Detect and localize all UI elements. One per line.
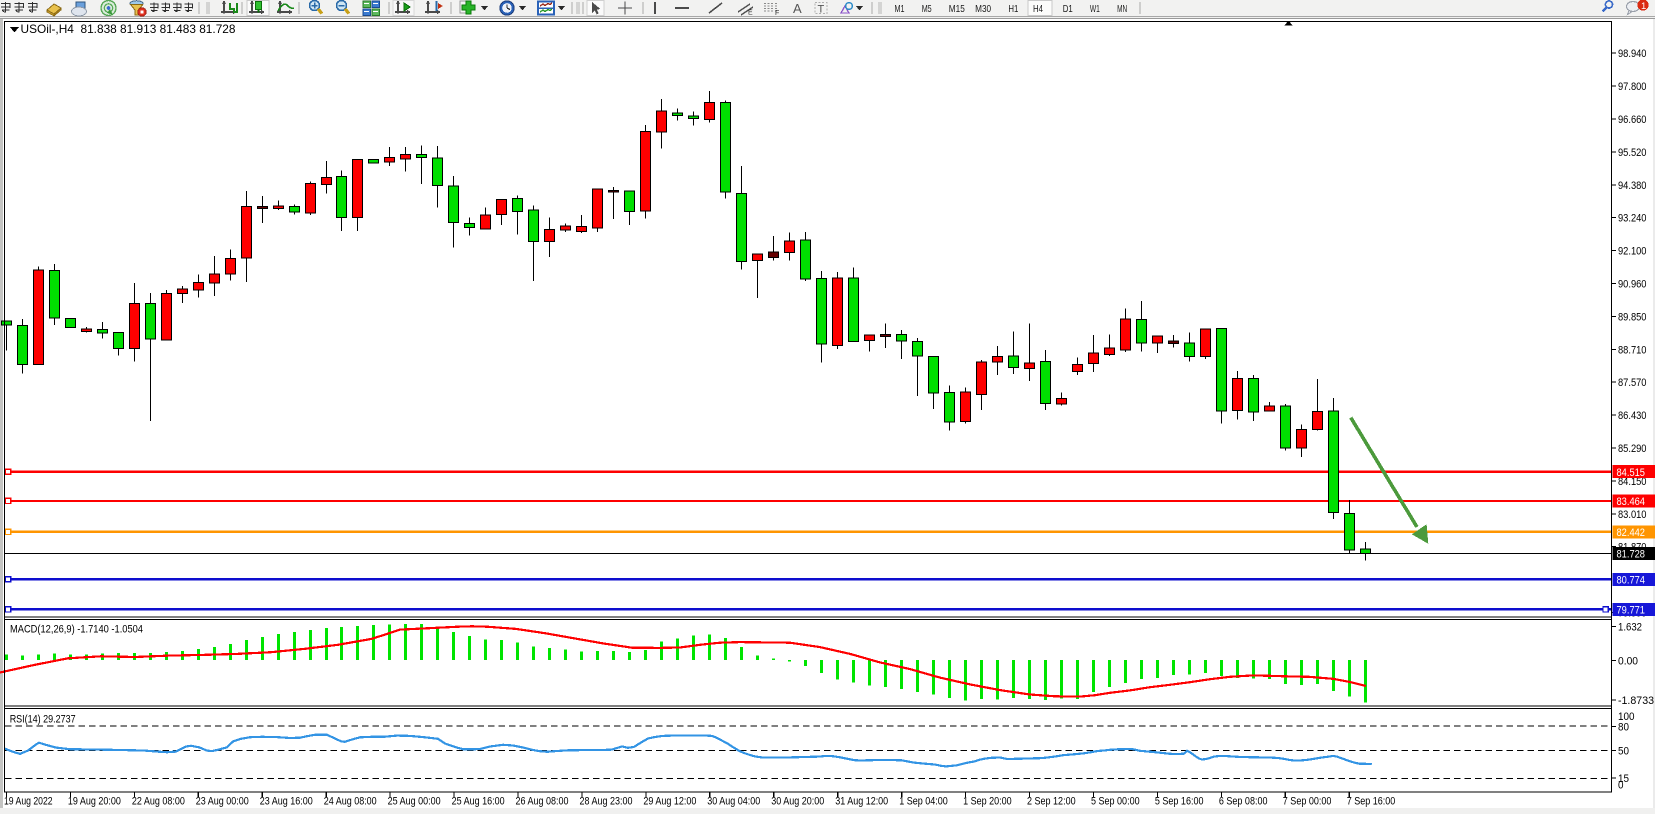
svg-text:M5: M5 — [922, 3, 932, 15]
svg-text:100: 100 — [1618, 711, 1635, 723]
svg-text:1: 1 — [1641, 1, 1646, 12]
svg-text:MN: MN — [1117, 3, 1127, 15]
svg-text:82.442: 82.442 — [1617, 527, 1646, 539]
svg-text:19 Aug 2022: 19 Aug 2022 — [4, 796, 53, 808]
svg-text:30 Aug 20:00: 30 Aug 20:00 — [771, 796, 824, 808]
svg-text:89.850: 89.850 — [1618, 311, 1647, 323]
svg-text:30 Aug 04:00: 30 Aug 04:00 — [707, 796, 760, 808]
svg-text:88.710: 88.710 — [1618, 344, 1647, 356]
svg-text:92.100: 92.100 — [1618, 246, 1647, 258]
svg-text:23 Aug 16:00: 23 Aug 16:00 — [260, 796, 313, 808]
svg-text:5 Sep 00:00: 5 Sep 00:00 — [1091, 796, 1140, 808]
svg-text:6 Sep 08:00: 6 Sep 08:00 — [1219, 796, 1268, 808]
svg-text:-1.8733: -1.8733 — [1618, 695, 1654, 707]
svg-text:1 Sep 20:00: 1 Sep 20:00 — [963, 796, 1012, 808]
svg-text:E: E — [748, 10, 753, 17]
svg-text:H4: H4 — [1033, 3, 1043, 15]
svg-text:79.771: 79.771 — [1617, 605, 1646, 617]
svg-text:87.570: 87.570 — [1618, 377, 1647, 389]
svg-text:A: A — [793, 1, 802, 16]
svg-text:80.774: 80.774 — [1617, 575, 1646, 587]
svg-text:H1: H1 — [1008, 3, 1018, 15]
svg-text:F: F — [775, 10, 779, 17]
svg-text:M15: M15 — [949, 3, 965, 15]
svg-text:1.632: 1.632 — [1618, 622, 1642, 634]
svg-text:7 Sep 00:00: 7 Sep 00:00 — [1283, 796, 1332, 808]
svg-text:85.290: 85.290 — [1618, 443, 1647, 455]
svg-text:USOil-,H4 81.838 81.913 81.48: USOil-,H4 81.838 81.913 81.483 81.728 — [21, 22, 236, 36]
svg-text:0.00: 0.00 — [1618, 656, 1638, 668]
svg-text:M30: M30 — [975, 3, 991, 15]
svg-text:23 Aug 00:00: 23 Aug 00:00 — [196, 796, 249, 808]
svg-text:84.150: 84.150 — [1618, 476, 1647, 488]
svg-text:97.800: 97.800 — [1618, 81, 1647, 93]
svg-text:28 Aug 23:00: 28 Aug 23:00 — [580, 796, 633, 808]
svg-text:93.240: 93.240 — [1618, 213, 1647, 225]
svg-text:5 Sep 16:00: 5 Sep 16:00 — [1155, 796, 1204, 808]
svg-text:26 Aug 08:00: 26 Aug 08:00 — [516, 796, 569, 808]
svg-text:W1: W1 — [1090, 3, 1100, 15]
svg-text:96.660: 96.660 — [1618, 114, 1647, 126]
svg-text:15: 15 — [1618, 773, 1629, 785]
svg-text:1 Sep 04:00: 1 Sep 04:00 — [899, 796, 948, 808]
svg-text:19 Aug 20:00: 19 Aug 20:00 — [68, 796, 121, 808]
svg-text:84.515: 84.515 — [1617, 467, 1646, 479]
svg-text:7 Sep 16:00: 7 Sep 16:00 — [1347, 796, 1396, 808]
svg-text:83.010: 83.010 — [1618, 509, 1647, 521]
svg-text:29 Aug 12:00: 29 Aug 12:00 — [643, 796, 696, 808]
svg-text:2 Sep 12:00: 2 Sep 12:00 — [1027, 796, 1076, 808]
svg-text:0: 0 — [1618, 780, 1624, 792]
svg-text:98.940: 98.940 — [1618, 48, 1647, 60]
svg-text:94.380: 94.380 — [1618, 180, 1647, 192]
svg-text:50: 50 — [1618, 745, 1629, 757]
svg-text:31 Aug 12:00: 31 Aug 12:00 — [835, 796, 888, 808]
svg-text:86.430: 86.430 — [1618, 410, 1647, 422]
svg-text:81.728: 81.728 — [1617, 549, 1646, 561]
svg-text:95.520: 95.520 — [1618, 147, 1647, 159]
svg-text:M1: M1 — [895, 3, 905, 15]
svg-text:RSI(14) 29.2737: RSI(14) 29.2737 — [10, 714, 76, 726]
svg-text:80: 80 — [1618, 721, 1629, 733]
svg-text:24 Aug 08:00: 24 Aug 08:00 — [324, 796, 377, 808]
svg-text:D1: D1 — [1063, 3, 1073, 15]
svg-text:MACD(12,26,9) -1.7140 -1.0504: MACD(12,26,9) -1.7140 -1.0504 — [10, 624, 143, 636]
svg-text:T: T — [818, 4, 825, 16]
svg-text:25 Aug 00:00: 25 Aug 00:00 — [388, 796, 441, 808]
svg-text:22 Aug 08:00: 22 Aug 08:00 — [132, 796, 185, 808]
svg-text:83.464: 83.464 — [1617, 496, 1646, 508]
svg-text:25 Aug 16:00: 25 Aug 16:00 — [452, 796, 505, 808]
svg-text:90.960: 90.960 — [1618, 279, 1647, 291]
